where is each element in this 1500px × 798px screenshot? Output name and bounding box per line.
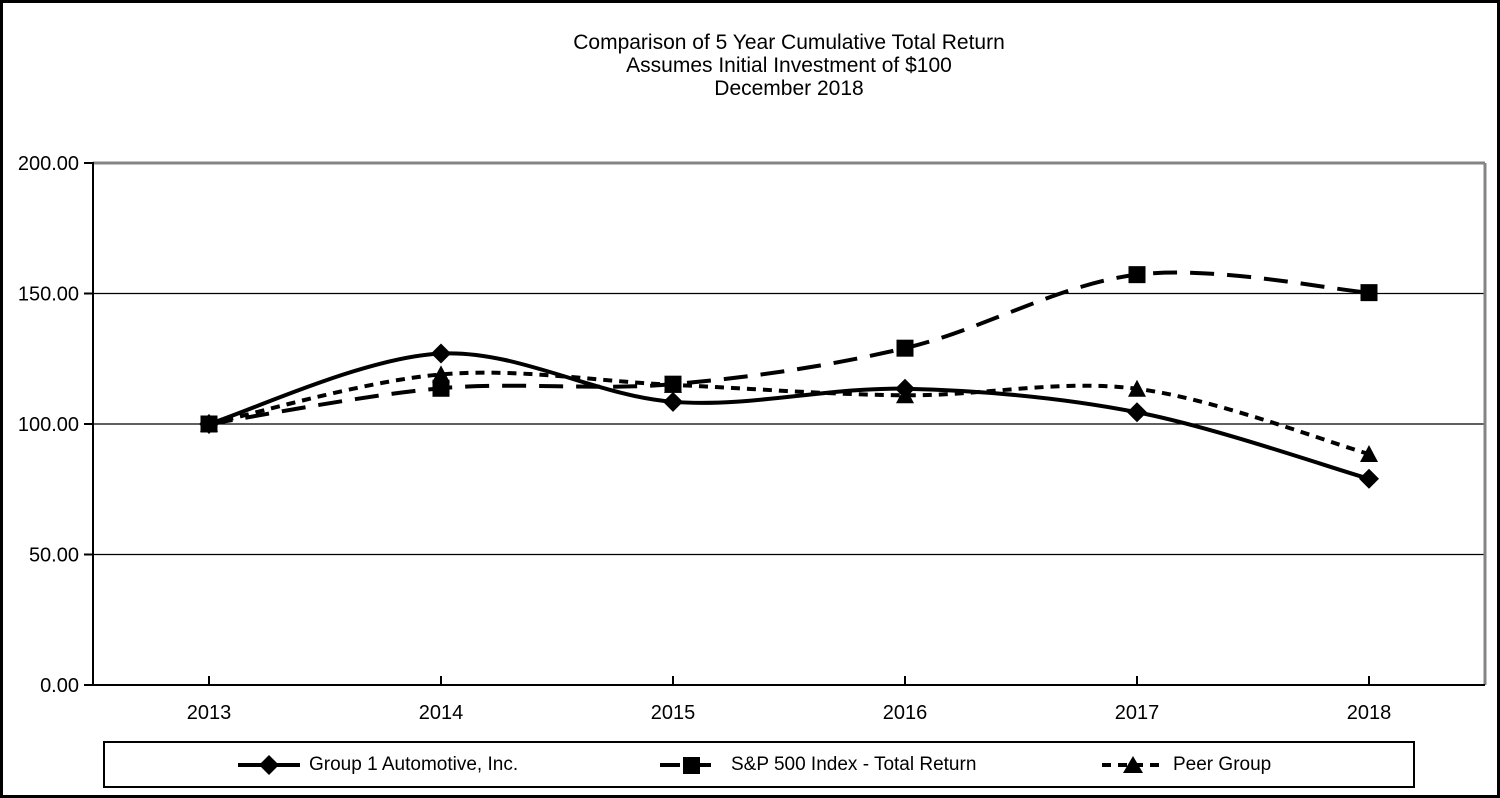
x-tick-label: 2015 <box>651 702 696 724</box>
series-line-1 <box>208 270 1370 426</box>
legend-item-group-1-automotive: Group 1 Automotive, Inc. <box>236 743 518 786</box>
square-marker-icon <box>660 756 722 774</box>
diamond-marker <box>1127 402 1147 423</box>
square-marker <box>1360 284 1378 302</box>
diamond-marker-icon <box>238 754 300 775</box>
triangle-marker <box>200 415 218 432</box>
legend-label: Peer Group <box>1173 753 1272 775</box>
triangle-marker <box>896 386 914 404</box>
series-line-2 <box>208 370 1370 456</box>
triangle-marker <box>664 375 682 393</box>
chart-title-line3: December 2018 <box>714 77 864 100</box>
legend-item-sp500: S&P 500 Index - Total Return <box>658 743 976 786</box>
chart-plot-area: 0.00 50.00 100.00 150.00 200.00 2013 2014 2015 2… <box>18 153 1487 724</box>
triangle-marker <box>1360 445 1378 463</box>
square-marker <box>896 339 914 357</box>
chart-title-line1: Comparison of 5 Year Cumulative Total Re… <box>573 31 1005 54</box>
y-tick-label: 0.00 <box>40 675 79 697</box>
series-line-0 <box>208 351 1370 481</box>
legend-label: S&P 500 Index - Total Return <box>731 753 977 775</box>
triangle-marker-icon <box>1102 755 1164 773</box>
chart-title-line2: Assumes Initial Investment of $100 <box>626 54 952 77</box>
diamond-marker <box>431 343 451 364</box>
y-tick-label: 150.00 <box>18 284 79 306</box>
diamond-marker <box>1359 468 1379 489</box>
triangle-marker <box>432 365 450 383</box>
square-marker <box>432 379 450 397</box>
y-tick-label: 200.00 <box>18 153 79 175</box>
chart-title: Comparison of 5 Year Cumulative Total Re… <box>3 31 1497 100</box>
square-marker <box>1128 266 1146 284</box>
legend-label: Group 1 Automotive, Inc. <box>309 753 519 775</box>
legend-item-peer-group: Peer Group <box>1100 743 1271 786</box>
triangle-marker <box>1128 379 1146 397</box>
legend: Group 1 Automotive, Inc. S&P 500 Index -… <box>103 741 1415 788</box>
y-tick-label: 50.00 <box>29 545 79 567</box>
x-tick-label: 2017 <box>1115 702 1160 724</box>
x-tick-label: 2014 <box>419 702 464 724</box>
x-tick-label: 2016 <box>883 702 928 724</box>
x-tick-label: 2013 <box>187 702 232 724</box>
y-tick-label: 100.00 <box>18 414 79 436</box>
x-tick-label: 2018 <box>1347 702 1392 724</box>
diamond-marker <box>663 391 683 412</box>
